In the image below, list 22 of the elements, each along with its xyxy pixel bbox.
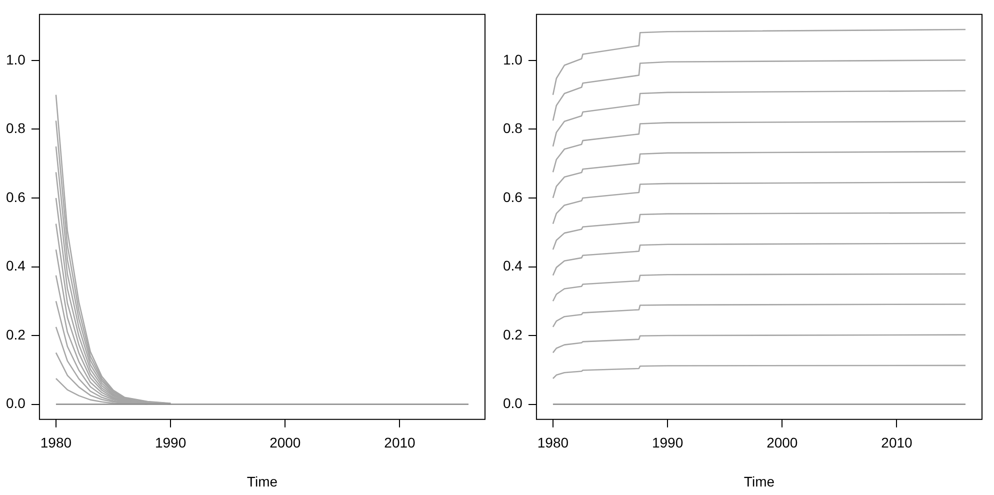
y-tick-label: 0.0 <box>502 395 523 412</box>
y-tick-label: 0.4 <box>6 258 26 274</box>
y-tick-label: 0.8 <box>6 120 26 136</box>
x-tick-label: 1990 <box>154 434 186 451</box>
x-tick-label: 2010 <box>384 434 416 451</box>
y-tick-label: 0.0 <box>6 395 26 412</box>
x-tick-label: 1980 <box>537 434 569 451</box>
y-tick-label: 0.8 <box>502 120 523 136</box>
x-tick-label: 1980 <box>40 434 72 451</box>
y-tick-label: 0.6 <box>6 188 26 205</box>
y-tick-label: 0.2 <box>6 326 26 342</box>
x-axis-title: Time <box>246 473 278 490</box>
y-tick-label: 1.0 <box>502 51 523 68</box>
x-tick-label: 1990 <box>652 434 684 451</box>
y-tick-label: 0.4 <box>502 258 523 274</box>
x-tick-label: 2010 <box>881 434 913 451</box>
y-tick-label: 0.2 <box>502 326 523 342</box>
y-tick-label: 1.0 <box>6 51 26 68</box>
x-tick-label: 2000 <box>766 434 798 451</box>
y-tick-label: 0.6 <box>502 188 523 205</box>
x-tick-label: 2000 <box>270 434 301 451</box>
x-axis-title: Time <box>744 473 775 490</box>
